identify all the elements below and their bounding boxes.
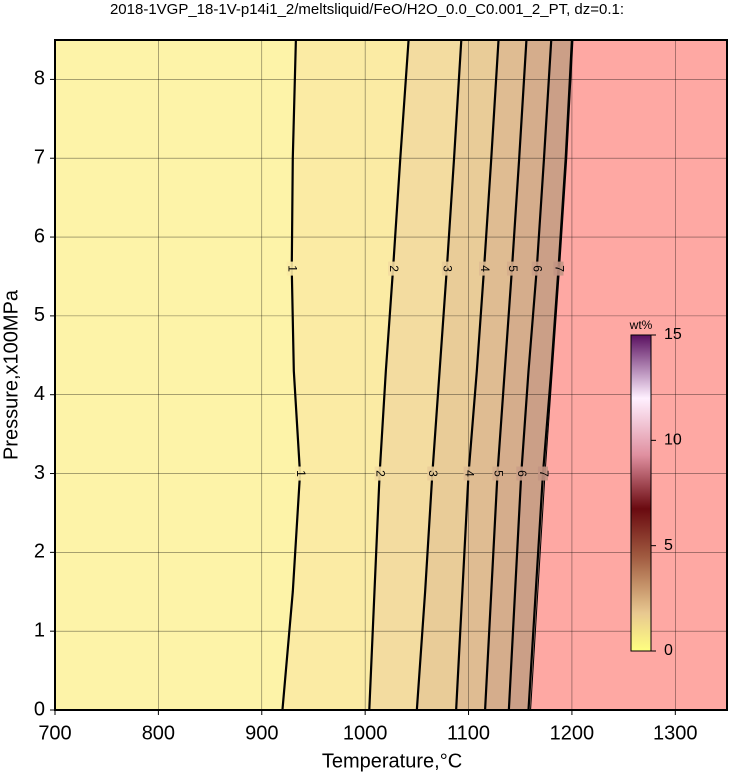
contour-label-bg xyxy=(537,466,548,481)
band-fill xyxy=(369,40,462,710)
contour-label: 5 xyxy=(506,265,520,272)
contour-label-bg xyxy=(463,466,474,481)
band-fill xyxy=(508,40,572,710)
colorbar-tick-label: 10 xyxy=(664,432,682,449)
contour-line xyxy=(527,40,574,710)
colorbar-tick-label: 5 xyxy=(664,537,673,554)
contour-label-bg xyxy=(492,466,503,481)
x-tick-label: 1100 xyxy=(447,722,490,744)
contour-label: 1 xyxy=(286,265,300,272)
contour-label-bg xyxy=(516,466,527,481)
y-tick-label: 3 xyxy=(34,462,45,484)
y-tick-label: 0 xyxy=(34,698,45,720)
x-tick-label: 1300 xyxy=(653,722,698,744)
contour-line xyxy=(415,40,463,710)
contour-label-bg xyxy=(295,466,306,481)
y-tick-label: 6 xyxy=(34,225,45,247)
contour-label: 6 xyxy=(515,470,529,477)
contour-label: 1 xyxy=(294,470,308,477)
region-fill xyxy=(530,40,727,710)
contour-label: 2 xyxy=(373,470,387,477)
y-tick-label: 2 xyxy=(34,541,45,563)
contour-label-bg xyxy=(553,261,564,276)
contour-label-bg xyxy=(374,466,385,481)
contour-line xyxy=(455,40,500,710)
contour-label: 3 xyxy=(426,470,440,477)
contour-line xyxy=(368,40,410,710)
contour-label-bg xyxy=(388,261,399,276)
x-tick-label: 1200 xyxy=(550,722,595,744)
contour-label-bg xyxy=(479,261,490,276)
colorbar-tick-label: 0 xyxy=(664,642,673,659)
colorbar-label: wt% xyxy=(629,318,653,332)
contour-line xyxy=(507,40,553,710)
x-axis-label: Temperature,°C xyxy=(322,750,462,772)
band-fill xyxy=(416,40,499,710)
contour-label-bg xyxy=(531,261,542,276)
contour-label: 2 xyxy=(387,265,401,272)
contour-label: 6 xyxy=(531,265,545,272)
contour-label-bg xyxy=(441,261,452,276)
colorbar xyxy=(630,334,652,652)
contour-label: 7 xyxy=(537,470,551,477)
contour-label-bg xyxy=(427,466,438,481)
contour-label: 4 xyxy=(478,265,492,272)
contour-label: 7 xyxy=(552,265,566,272)
y-axis-label: Pressure,x100MPa xyxy=(0,289,22,460)
x-tick-label: 1000 xyxy=(343,722,388,744)
y-tick-label: 7 xyxy=(34,147,45,169)
contour-line xyxy=(483,40,528,710)
band-fill xyxy=(282,40,409,710)
frame xyxy=(54,39,728,711)
y-tick-label: 4 xyxy=(34,383,45,405)
contour-label-bg xyxy=(286,261,297,276)
contour-label-bg xyxy=(506,261,517,276)
contour-line xyxy=(281,40,302,710)
chart-title: 2018-1VGP_18-1V-p14i1_2/meltsliquid/FeO/… xyxy=(110,1,624,18)
y-tick-label: 1 xyxy=(34,619,45,641)
y-tick-label: 8 xyxy=(34,68,45,90)
band-fill xyxy=(485,40,552,710)
contour-label: 4 xyxy=(462,470,476,477)
x-tick-label: 800 xyxy=(142,722,175,744)
contour-label: 5 xyxy=(491,470,505,477)
x-tick-label: 700 xyxy=(38,722,71,744)
colorbar-tick-label: 15 xyxy=(664,326,682,343)
y-tick-label: 5 xyxy=(34,304,45,326)
contour-label: 3 xyxy=(441,265,455,272)
band-fill xyxy=(456,40,527,710)
x-tick-label: 900 xyxy=(245,722,278,744)
